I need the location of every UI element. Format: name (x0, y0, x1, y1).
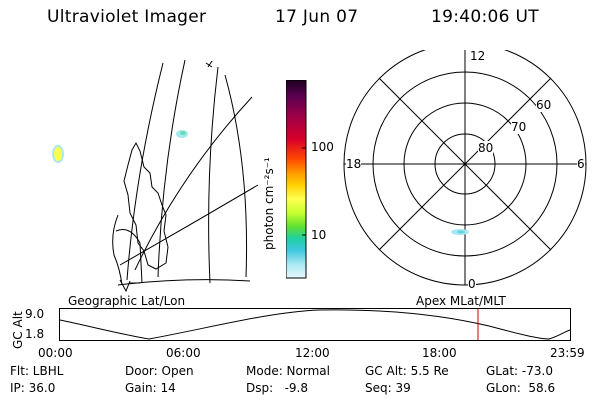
orbit-ymax: 9.0 (25, 307, 45, 321)
geo-panel-label: Geographic Lat/Lon (68, 294, 186, 308)
app-title: Ultraviolet Imager (47, 7, 207, 27)
info-door: Door: Open (125, 364, 194, 378)
emission-spot-faint-core (180, 131, 186, 135)
info-glon: GLon: 58.6 (486, 381, 556, 395)
polar-grid (343, 50, 587, 286)
orbit-plot (59, 308, 571, 341)
info-flt: Flt: LBHL (10, 364, 64, 378)
latlon-grid (117, 59, 259, 286)
time-label: 19:40:06 UT (431, 7, 539, 27)
colorbar-label: photon cm⁻²s⁻¹ (262, 157, 276, 250)
oval-emission-core (457, 230, 465, 234)
info-mode: Mode: Normal (246, 364, 330, 378)
orbit-ylabel: GC Alt (11, 311, 25, 349)
colorbar-tick-10: 10 (311, 228, 327, 242)
info-gcalt: GC Alt: 5.5 Re (365, 364, 449, 378)
mlt-label-6: 6 (577, 157, 585, 171)
info-dsp: Dsp: -9.8 (246, 381, 309, 395)
info-gain: Gain: 14 (125, 381, 176, 395)
x-tick-2359: 23:59 (550, 346, 585, 360)
x-tick-1200: 12:00 (295, 346, 330, 360)
altitude-curve (59, 309, 571, 340)
mlt-label-12: 12 (470, 49, 486, 63)
x-tick-0600: 06:00 (166, 346, 201, 360)
north-pole-marker (205, 60, 213, 68)
polar-panel-label: Apex MLat/MLT (416, 294, 506, 308)
info-seq: Seq: 39 (365, 381, 411, 395)
polar-plot (343, 50, 587, 286)
mlt-label-18: 18 (346, 157, 362, 171)
coastline (112, 141, 169, 293)
orbit-ymin: 1.8 (25, 327, 45, 341)
mlat-label-80: 80 (478, 141, 494, 155)
date-label: 17 Jun 07 (275, 7, 359, 27)
info-glat: GLat: -73.0 (486, 364, 553, 378)
info-ip: IP: 36.0 (10, 381, 56, 395)
mlat-label-70: 70 (511, 120, 527, 134)
colorbar-tick-100: 100 (311, 140, 334, 154)
x-tick-1800: 18:00 (422, 346, 457, 360)
emission-spot-core (54, 147, 62, 161)
colorbar (286, 80, 307, 279)
mlat-label-60: 60 (536, 98, 552, 112)
geographic-map (52, 59, 259, 293)
mlt-label-0: 0 (468, 277, 476, 291)
x-tick-0000: 00:00 (38, 346, 73, 360)
